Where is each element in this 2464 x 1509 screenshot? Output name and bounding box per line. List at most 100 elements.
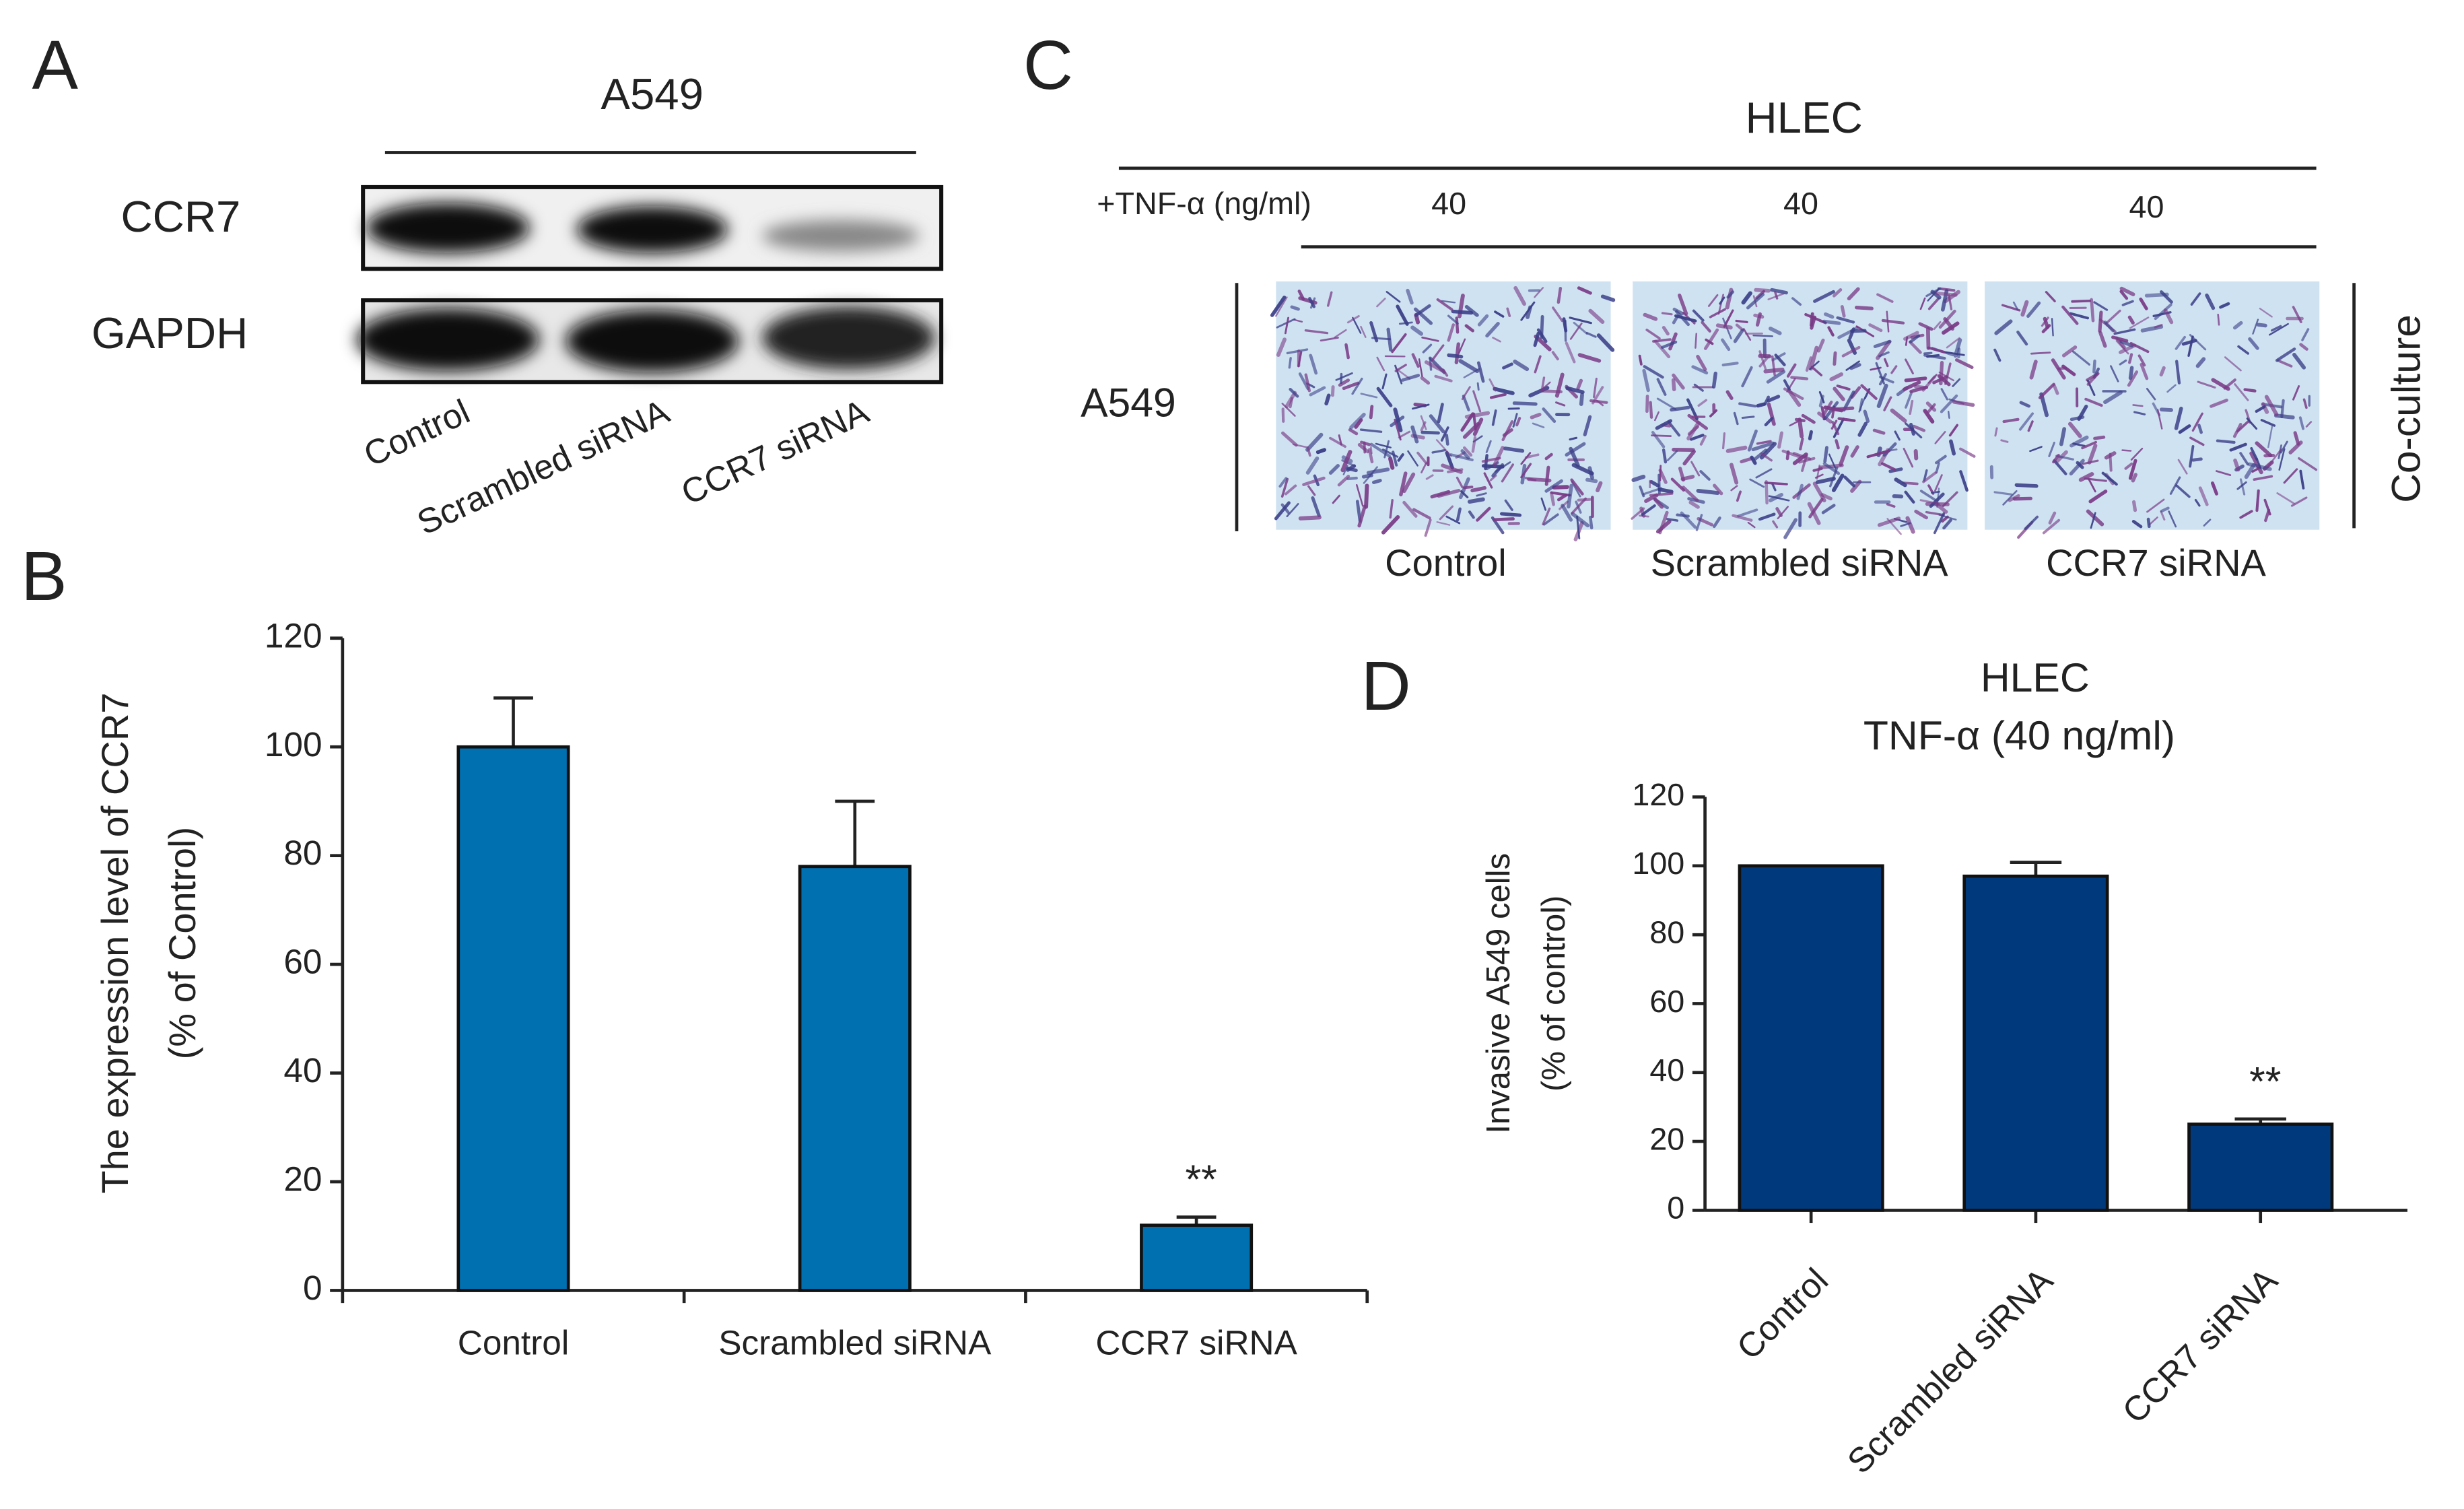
cell — [1657, 488, 1674, 494]
cell — [1434, 374, 1453, 382]
lane-label: Scrambled siRNA — [1651, 541, 1949, 584]
chart-title: TNF-α (40 ng/ml) — [1863, 712, 2175, 758]
cell — [2137, 354, 2146, 367]
cell — [2061, 364, 2076, 376]
cell — [1394, 418, 1402, 441]
cell — [2020, 300, 2029, 317]
cell — [1285, 391, 1297, 409]
cell — [1551, 351, 1559, 361]
cell — [1429, 414, 1445, 434]
cell — [1278, 477, 1288, 488]
cell — [1506, 307, 1511, 317]
cell — [1922, 471, 1938, 483]
cell — [1935, 462, 1940, 474]
cell — [1424, 518, 1432, 537]
cell — [2110, 365, 2119, 382]
cell — [2119, 290, 2129, 300]
cell — [1758, 354, 1772, 359]
cell — [2301, 328, 2310, 341]
cell — [1959, 447, 1976, 458]
cell — [1656, 397, 1677, 411]
cell — [1631, 475, 1646, 482]
cell — [1464, 324, 1474, 333]
cell — [2187, 335, 2194, 358]
dose-label: 40 — [1431, 186, 1466, 221]
lane-label: Control — [1385, 541, 1507, 584]
cell — [1934, 431, 1946, 444]
cell — [2002, 417, 2020, 424]
lane-label: Control — [358, 392, 475, 474]
cell — [1723, 309, 1734, 328]
cell — [1412, 508, 1431, 520]
cell — [1649, 479, 1660, 488]
cell — [1460, 449, 1470, 460]
cell — [1882, 442, 1897, 457]
cell — [2255, 489, 2260, 512]
cell — [2248, 337, 2259, 350]
cell — [2217, 313, 2220, 326]
cell — [1288, 357, 1292, 369]
cell — [1305, 456, 1320, 475]
cell — [1725, 390, 1734, 400]
cell — [1919, 297, 1926, 310]
y-axis-label: The expression level of CCR7 — [94, 693, 136, 1194]
cell — [1764, 417, 1774, 427]
cell — [1477, 314, 1489, 327]
cell — [1835, 406, 1855, 411]
cell — [1577, 353, 1602, 363]
cell — [2026, 301, 2041, 318]
cell — [1756, 402, 1766, 408]
cell — [1863, 409, 1870, 424]
cell — [1836, 384, 1851, 391]
cell — [1270, 296, 1287, 317]
cell — [1492, 337, 1501, 343]
cell — [2233, 459, 2240, 472]
cell — [1542, 513, 1559, 526]
cell — [2159, 407, 2173, 412]
cell — [1934, 502, 1948, 514]
cell — [1489, 393, 1507, 399]
cell — [1690, 461, 1701, 477]
panel-label: B — [21, 537, 67, 615]
cell — [1815, 477, 1836, 484]
cell — [1850, 479, 1862, 493]
cell — [1938, 371, 1954, 382]
cell — [1876, 383, 1888, 408]
cell — [1909, 334, 1921, 343]
cell — [1445, 515, 1461, 525]
cell — [2305, 421, 2313, 428]
cell — [2051, 318, 2054, 337]
cell — [1850, 445, 1859, 458]
cell — [1276, 337, 1287, 357]
cell — [1655, 419, 1673, 430]
cell — [1758, 512, 1776, 521]
cell — [1699, 470, 1711, 481]
cell — [1371, 337, 1392, 341]
cell — [2084, 397, 2103, 407]
cell — [1729, 463, 1739, 485]
cell — [1542, 507, 1551, 526]
cell — [2260, 419, 2276, 427]
cell — [1476, 361, 1485, 383]
cell — [1275, 296, 1288, 317]
cell — [2140, 325, 2164, 333]
cell — [2154, 303, 2172, 321]
cell — [1905, 422, 1923, 439]
cell — [1569, 436, 1578, 441]
cell — [1346, 467, 1358, 473]
cell — [2216, 470, 2232, 476]
cell — [1927, 346, 1946, 354]
bar — [2187, 1122, 2334, 1212]
cell — [1829, 372, 1844, 382]
cell — [1798, 457, 1816, 464]
cell — [1420, 421, 1427, 432]
cell — [1680, 475, 1695, 481]
cell — [1946, 337, 1960, 349]
cell — [2016, 330, 2028, 346]
cell — [1493, 446, 1505, 467]
cell — [1437, 403, 1444, 424]
cell — [2177, 459, 2188, 475]
cell — [1881, 462, 1896, 471]
cell — [1596, 399, 1604, 407]
cell — [1732, 514, 1753, 522]
